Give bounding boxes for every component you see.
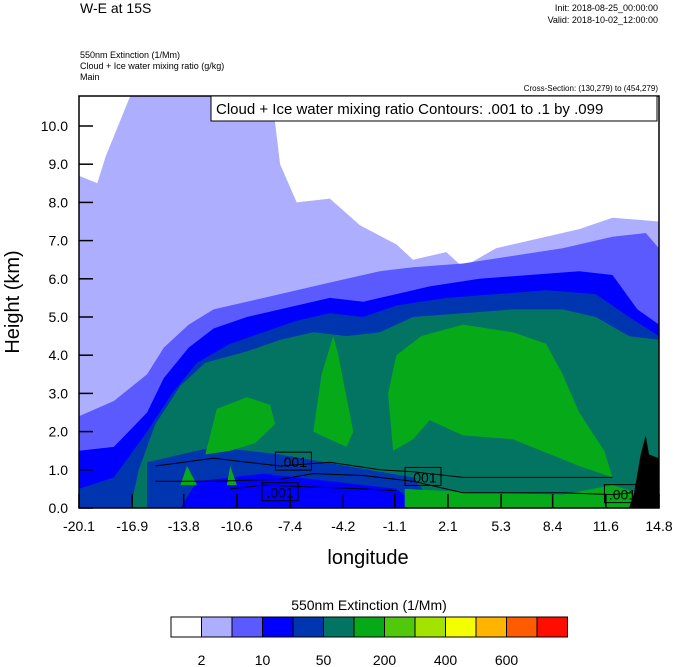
cross-section-label: Cross-Section: (130,279) to (454,279) (524, 84, 659, 93)
x-tick-label: 5.3 (491, 518, 511, 534)
colorbar-swatch (536, 616, 568, 638)
y-tick-label: 3.0 (49, 385, 69, 401)
colorbar-swatch (323, 616, 355, 638)
contour-label-box (603, 484, 641, 504)
x-tick-label: -4.2 (331, 518, 355, 534)
colorbar-swatch (231, 616, 263, 638)
y-tick-label: 6.0 (49, 271, 69, 287)
y-tick-label: 0.0 (49, 500, 69, 516)
y-tick-label: 5.0 (49, 309, 69, 325)
x-tick-label: 2.1 (438, 518, 458, 534)
x-tick-label: 11.6 (593, 518, 619, 534)
x-tick-label: 14.8 (645, 518, 672, 534)
mixing-ratio-contour (155, 473, 633, 496)
contour-label-box (274, 451, 312, 471)
colorbar-swatch (506, 616, 538, 638)
chart-title: W-E at 15S (80, 0, 151, 16)
colorbar-swatch (262, 616, 294, 638)
colorbar-swatch (353, 616, 385, 638)
contour-value-label: .001 (280, 454, 307, 470)
mixing-ratio-contour (155, 457, 613, 478)
colorbar-label: 400 (434, 652, 458, 667)
x-tick-label: -13.8 (168, 518, 200, 534)
x-tick-label: -1.1 (383, 518, 407, 534)
colorbar-title: 550nm Extinction (1/Mm) (291, 597, 447, 613)
y-tick-label: 1.0 (49, 462, 69, 478)
x-tick-label: -7.4 (278, 518, 302, 534)
colorbar-swatch (384, 616, 416, 638)
mixing-ratio-contour (230, 484, 397, 492)
extinction-patch-level-6 (180, 466, 197, 486)
extinction-patch-level-3 (180, 473, 422, 508)
y-tick-label: 9.0 (49, 156, 69, 172)
field-label-3: Main (80, 72, 100, 82)
colorbar-swatch (170, 616, 202, 638)
x-axis-label: longitude (327, 547, 408, 569)
plot-area: .001 .001 .001 .001 (79, 96, 659, 508)
colorbar-label: 200 (373, 652, 397, 667)
colorbar-swatch (292, 616, 324, 638)
x-tick-label: -20.1 (63, 518, 95, 534)
colorbar-swatch (414, 616, 446, 638)
colorbar-swatch (445, 616, 477, 638)
extinction-patch-level-6 (205, 397, 276, 455)
colorbar-swatch (201, 616, 233, 638)
colorbar-label: 50 (316, 652, 332, 667)
y-tick-label: 8.0 (49, 194, 69, 210)
contour-value-label: .001 (609, 487, 636, 503)
contour-info-box (210, 95, 658, 122)
field-label-2: Cloud + Ice water mixing ratio (g/kg) (80, 61, 224, 71)
extinction-patch-level-6 (388, 324, 613, 478)
x-tick-label: -16.9 (116, 518, 148, 534)
y-tick-label: 2.0 (49, 424, 69, 440)
y-tick-label: 4.0 (49, 347, 69, 363)
contour-label-box (404, 466, 442, 486)
terrain (629, 435, 659, 508)
contour-info-label: Cloud + Ice water mixing ratio Contours:… (216, 101, 603, 118)
contour-value-label: .001 (409, 469, 436, 485)
colorbar-label: 600 (495, 652, 519, 667)
extinction-patch-level-6 (313, 336, 354, 447)
colorbar-label: 2 (198, 652, 206, 667)
y-tick-label: 10.0 (41, 118, 68, 134)
contour-label-box (261, 482, 299, 502)
valid-time: Valid: 2018-10-02_12:00:00 (548, 15, 658, 25)
y-tick-label: 7.0 (49, 233, 69, 249)
y-axis-label: Height (km) (2, 250, 24, 353)
x-tick-label: 8.4 (543, 518, 563, 534)
contour-value-label: .001 (266, 485, 293, 501)
colorbar-swatch (475, 616, 507, 638)
x-tick-label: -10.6 (221, 518, 253, 534)
colorbar-label: 10 (255, 652, 271, 667)
extinction-patch-level-6 (404, 485, 638, 508)
colorbar: 2 10 50 200 400 600 (170, 616, 568, 667)
init-time: Init: 2018-08-25_00:00:00 (555, 3, 658, 13)
field-label-1: 550nm Extinction (1/Mm) (80, 50, 180, 60)
